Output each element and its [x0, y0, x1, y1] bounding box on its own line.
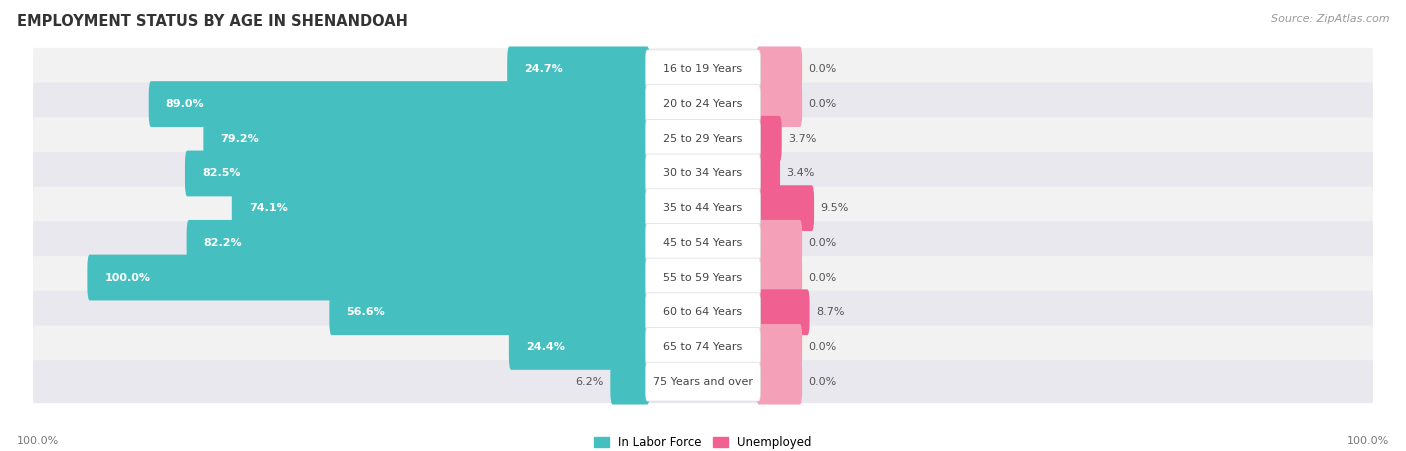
FancyBboxPatch shape	[756, 255, 803, 300]
FancyBboxPatch shape	[187, 220, 650, 266]
Text: 3.4%: 3.4%	[786, 169, 815, 179]
Text: 0.0%: 0.0%	[808, 238, 837, 248]
Text: 55 to 59 Years: 55 to 59 Years	[664, 272, 742, 282]
FancyBboxPatch shape	[34, 326, 1372, 368]
FancyBboxPatch shape	[756, 151, 780, 196]
Text: 60 to 64 Years: 60 to 64 Years	[664, 307, 742, 317]
FancyBboxPatch shape	[232, 185, 650, 231]
FancyBboxPatch shape	[645, 223, 761, 262]
FancyBboxPatch shape	[204, 116, 650, 161]
FancyBboxPatch shape	[645, 120, 761, 158]
Text: 100.0%: 100.0%	[104, 272, 150, 282]
FancyBboxPatch shape	[756, 46, 803, 92]
Text: 24.4%: 24.4%	[526, 342, 565, 352]
Text: 24.7%: 24.7%	[524, 64, 562, 74]
FancyBboxPatch shape	[756, 359, 803, 405]
Text: 0.0%: 0.0%	[808, 377, 837, 387]
Text: Source: ZipAtlas.com: Source: ZipAtlas.com	[1271, 14, 1389, 23]
Text: 20 to 24 Years: 20 to 24 Years	[664, 99, 742, 109]
FancyBboxPatch shape	[34, 117, 1372, 160]
FancyBboxPatch shape	[508, 46, 650, 92]
Text: 25 to 29 Years: 25 to 29 Years	[664, 134, 742, 144]
FancyBboxPatch shape	[645, 258, 761, 297]
Text: 45 to 54 Years: 45 to 54 Years	[664, 238, 742, 248]
FancyBboxPatch shape	[149, 81, 650, 127]
Text: 82.2%: 82.2%	[204, 238, 242, 248]
FancyBboxPatch shape	[34, 256, 1372, 299]
FancyBboxPatch shape	[645, 85, 761, 124]
Text: 35 to 44 Years: 35 to 44 Years	[664, 203, 742, 213]
FancyBboxPatch shape	[34, 187, 1372, 230]
FancyBboxPatch shape	[645, 293, 761, 331]
Text: 56.6%: 56.6%	[346, 307, 385, 317]
Text: 74.1%: 74.1%	[249, 203, 288, 213]
FancyBboxPatch shape	[756, 220, 803, 266]
Text: 79.2%: 79.2%	[221, 134, 259, 144]
Text: 3.7%: 3.7%	[789, 134, 817, 144]
FancyBboxPatch shape	[756, 290, 810, 335]
Text: 9.5%: 9.5%	[821, 203, 849, 213]
FancyBboxPatch shape	[34, 48, 1372, 91]
Text: 65 to 74 Years: 65 to 74 Years	[664, 342, 742, 352]
FancyBboxPatch shape	[87, 255, 650, 300]
Text: 30 to 34 Years: 30 to 34 Years	[664, 169, 742, 179]
Text: 16 to 19 Years: 16 to 19 Years	[664, 64, 742, 74]
Text: 8.7%: 8.7%	[815, 307, 845, 317]
Text: 89.0%: 89.0%	[166, 99, 204, 109]
Text: 0.0%: 0.0%	[808, 99, 837, 109]
FancyBboxPatch shape	[756, 81, 803, 127]
FancyBboxPatch shape	[34, 360, 1372, 403]
FancyBboxPatch shape	[34, 221, 1372, 264]
FancyBboxPatch shape	[34, 291, 1372, 334]
FancyBboxPatch shape	[610, 359, 650, 405]
Legend: In Labor Force, Unemployed: In Labor Force, Unemployed	[589, 432, 817, 451]
FancyBboxPatch shape	[509, 324, 650, 370]
FancyBboxPatch shape	[34, 152, 1372, 195]
Text: 0.0%: 0.0%	[808, 272, 837, 282]
FancyBboxPatch shape	[756, 185, 814, 231]
Text: 100.0%: 100.0%	[1347, 437, 1389, 446]
Text: 0.0%: 0.0%	[808, 342, 837, 352]
Text: 0.0%: 0.0%	[808, 64, 837, 74]
FancyBboxPatch shape	[186, 151, 650, 196]
FancyBboxPatch shape	[756, 324, 803, 370]
FancyBboxPatch shape	[329, 290, 650, 335]
Text: 82.5%: 82.5%	[202, 169, 240, 179]
Text: 75 Years and over: 75 Years and over	[652, 377, 754, 387]
FancyBboxPatch shape	[645, 154, 761, 193]
FancyBboxPatch shape	[645, 327, 761, 366]
FancyBboxPatch shape	[645, 189, 761, 228]
Text: 100.0%: 100.0%	[17, 437, 59, 446]
FancyBboxPatch shape	[645, 362, 761, 401]
FancyBboxPatch shape	[645, 50, 761, 89]
Text: 6.2%: 6.2%	[575, 377, 605, 387]
Text: EMPLOYMENT STATUS BY AGE IN SHENANDOAH: EMPLOYMENT STATUS BY AGE IN SHENANDOAH	[17, 14, 408, 28]
FancyBboxPatch shape	[756, 116, 782, 161]
FancyBboxPatch shape	[34, 83, 1372, 125]
